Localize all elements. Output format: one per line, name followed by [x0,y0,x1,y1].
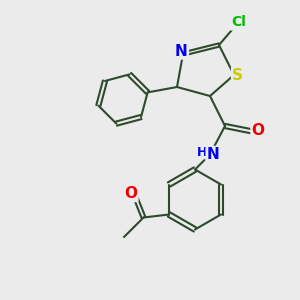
Text: H: H [196,146,207,159]
Text: Cl: Cl [231,16,246,29]
Text: N: N [175,44,188,59]
Text: S: S [232,68,243,82]
Text: N: N [207,147,219,162]
Text: O: O [251,123,265,138]
Text: O: O [124,186,137,201]
